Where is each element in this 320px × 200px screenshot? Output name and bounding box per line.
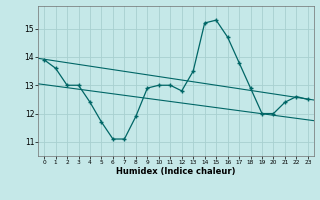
X-axis label: Humidex (Indice chaleur): Humidex (Indice chaleur) xyxy=(116,167,236,176)
